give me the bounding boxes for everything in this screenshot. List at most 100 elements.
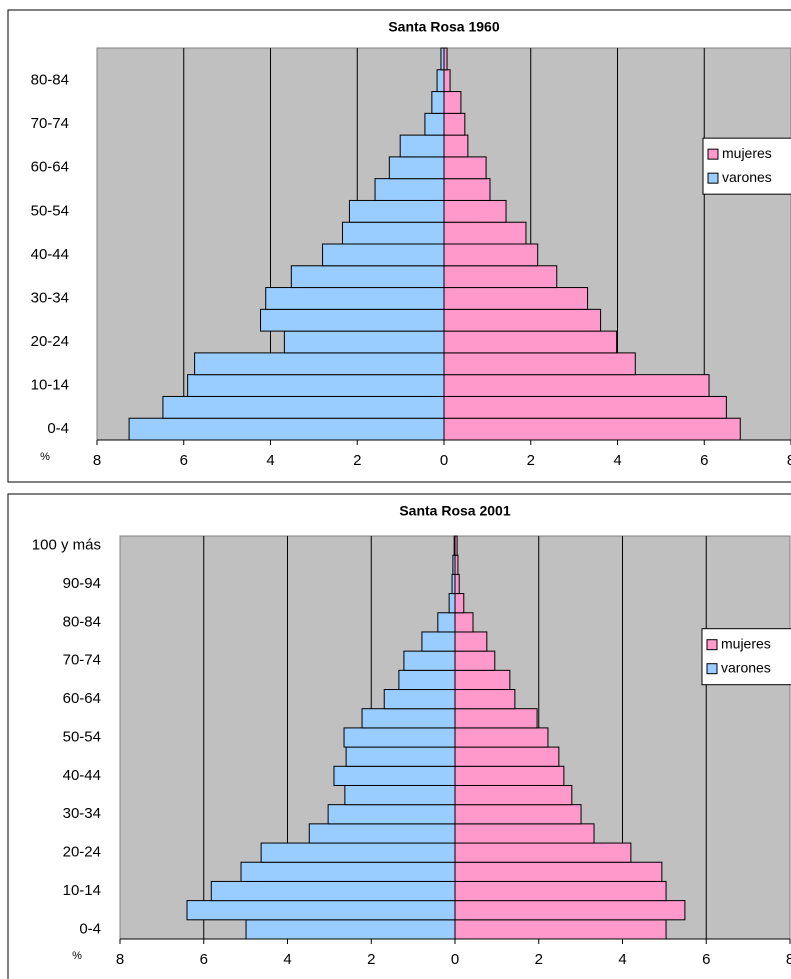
x-tick-label: 8 (116, 951, 124, 968)
y-tick-label: 70-74 (31, 115, 69, 132)
x-tick-label: 6 (702, 951, 710, 968)
legend-swatch (707, 172, 719, 184)
bar (454, 784, 573, 806)
y-tick-label: 60-64 (63, 690, 101, 707)
bar (437, 612, 456, 633)
bar (443, 69, 451, 93)
bar (443, 352, 636, 376)
bar (454, 861, 663, 882)
bar (443, 243, 539, 267)
bar (186, 900, 456, 921)
bar (245, 919, 456, 940)
x-tick-label: 8 (93, 452, 101, 469)
bar (443, 221, 527, 245)
bar (327, 804, 456, 825)
legend-swatch (707, 148, 719, 160)
bar (187, 374, 445, 397)
legend-swatch (706, 639, 718, 651)
y-tick-label: 90-94 (63, 575, 101, 592)
x-axis-label: % (72, 950, 82, 962)
y-tick-label: 70-74 (63, 652, 101, 669)
bar (454, 842, 632, 863)
bar (383, 689, 456, 710)
x-tick-label: 6 (180, 452, 188, 469)
bar (454, 727, 549, 748)
bar (290, 265, 445, 289)
bar (399, 134, 445, 158)
bar (398, 669, 456, 691)
bar (454, 823, 595, 844)
bar (194, 352, 445, 376)
bar (260, 308, 445, 332)
legend-box (701, 628, 791, 686)
bar (454, 746, 560, 767)
bar (454, 631, 488, 652)
bar (343, 727, 456, 748)
bar (322, 243, 445, 267)
bar (443, 134, 469, 158)
bar (443, 156, 487, 180)
legend-swatch (706, 663, 718, 675)
bar (443, 91, 462, 114)
bar (454, 708, 538, 729)
x-tick-label: 8 (787, 452, 791, 469)
chart-title: Santa Rosa 1960 (388, 19, 499, 35)
y-tick-label: 40-44 (63, 767, 101, 784)
y-tick-label: 100 y más (32, 537, 101, 554)
bar (424, 112, 445, 136)
y-tick-label: 50-54 (63, 728, 101, 745)
y-tick-label: 30-34 (63, 805, 101, 822)
y-tick-label: 80-84 (31, 72, 69, 89)
x-tick-label: 8 (786, 951, 791, 968)
bar (443, 287, 589, 310)
bar (454, 689, 516, 710)
legend-label: mujeres (721, 635, 771, 651)
bar (436, 69, 445, 93)
bar (388, 156, 445, 180)
x-tick-label: 4 (266, 452, 274, 469)
x-tick-label: 2 (367, 951, 375, 968)
bar (443, 112, 466, 136)
bar (431, 91, 445, 114)
bar (403, 650, 456, 671)
bar (421, 631, 456, 652)
bar (454, 880, 667, 902)
bar (454, 919, 667, 940)
bar (454, 650, 496, 671)
legend-label: varones (722, 169, 772, 185)
x-tick-label: 4 (283, 951, 291, 968)
bar (240, 861, 456, 882)
bar (210, 880, 456, 902)
x-tick-label: 0 (440, 452, 448, 469)
bar (443, 374, 710, 397)
y-tick-label: 10-14 (31, 377, 69, 394)
bar (454, 804, 582, 825)
bar (448, 593, 456, 614)
bar (333, 765, 456, 786)
x-tick-label: 2 (527, 452, 535, 469)
x-tick-label: 2 (353, 452, 361, 469)
chart-title: Santa Rosa 2001 (399, 503, 510, 519)
bar (374, 178, 445, 201)
bar (308, 823, 456, 844)
x-tick-label: 2 (535, 951, 543, 968)
bar (454, 612, 474, 633)
bar (443, 265, 558, 289)
x-axis-label: % (40, 451, 50, 463)
x-tick-label: 0 (451, 951, 459, 968)
x-tick-label: 4 (618, 951, 626, 968)
bar (443, 308, 602, 332)
y-tick-label: 20-24 (31, 333, 69, 350)
y-tick-label: 30-34 (31, 289, 69, 306)
bar (454, 669, 511, 691)
y-tick-label: 50-54 (31, 202, 69, 219)
bar (162, 395, 445, 419)
x-tick-label: 6 (700, 452, 708, 469)
bar (265, 287, 445, 310)
legend-label: varones (721, 659, 771, 675)
bar (361, 708, 456, 729)
x-tick-label: 4 (613, 452, 621, 469)
bar (454, 900, 686, 921)
bar (443, 395, 727, 419)
